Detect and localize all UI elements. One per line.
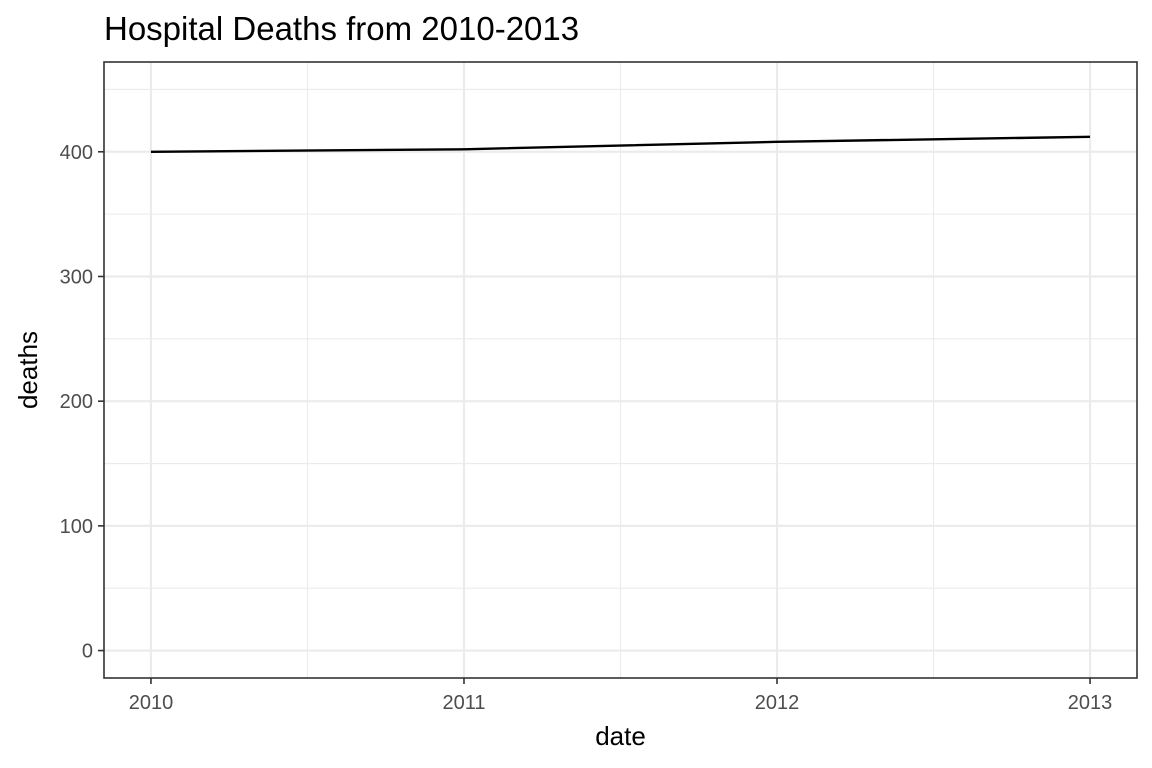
x-tick-labels: 2010 2011 2012 2013 [129,692,1113,714]
series-line-0 [150,135,1091,153]
series-layer [150,135,1091,153]
panel-border [103,61,1138,679]
y-tick-labels: 0 100 200 300 400 [60,142,93,663]
axis-ticks [98,150,1091,684]
minor-gridlines [104,62,1137,678]
y-tick-label: 200 [60,391,93,413]
y-tick-label: 0 [82,641,93,663]
major-gridlines [104,62,1137,678]
x-tick-label: 2013 [1068,692,1113,714]
x-tick-label: 2012 [755,692,800,714]
y-tick-label: 400 [60,142,93,164]
y-axis-title: deaths [13,331,43,409]
x-axis-title: date [595,721,646,751]
y-tick-label: 300 [60,266,93,288]
x-tick-label: 2010 [129,692,174,714]
x-tick-label: 2011 [442,692,485,714]
chart-title: Hospital Deaths from 2010-2013 [104,10,580,47]
y-tick-label: 100 [60,516,93,538]
